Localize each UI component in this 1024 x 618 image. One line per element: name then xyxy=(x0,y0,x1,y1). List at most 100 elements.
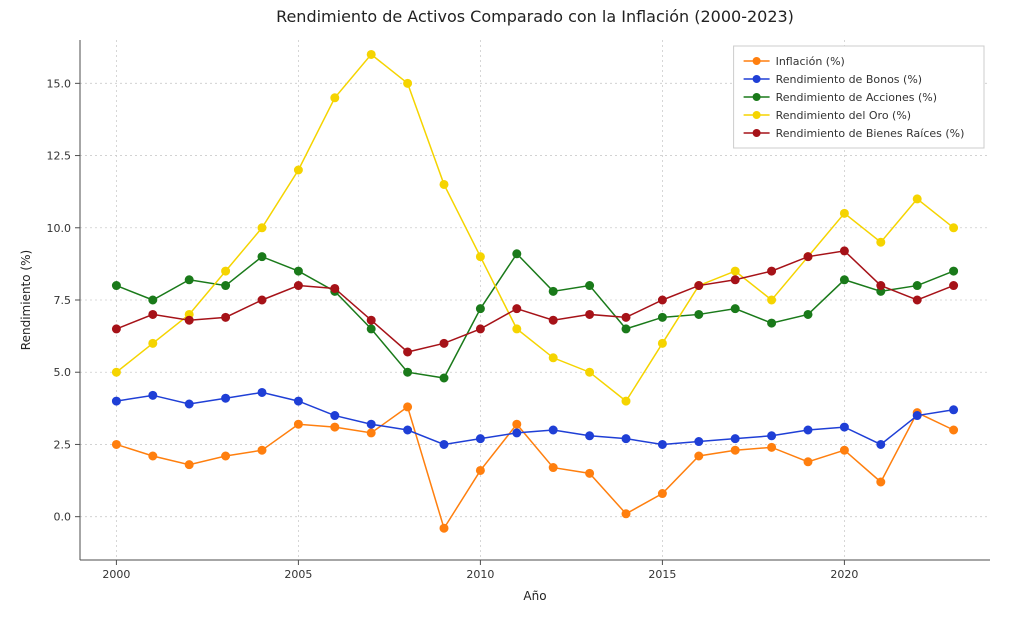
series-marker xyxy=(404,348,412,356)
y-tick-label: 12.5 xyxy=(47,150,72,163)
legend-label: Rendimiento de Bonos (%) xyxy=(776,73,922,86)
series-marker xyxy=(258,388,266,396)
series-marker xyxy=(112,397,120,405)
series-marker xyxy=(440,440,448,448)
series-marker xyxy=(695,282,703,290)
series-marker xyxy=(440,374,448,382)
series-marker xyxy=(367,325,375,333)
series-marker xyxy=(658,490,666,498)
series-marker xyxy=(658,440,666,448)
series-marker xyxy=(222,267,230,275)
series-marker xyxy=(950,406,958,414)
series-marker xyxy=(840,446,848,454)
series-marker xyxy=(149,339,157,347)
legend-swatch-marker xyxy=(753,57,761,65)
series-marker xyxy=(586,310,594,318)
series-marker xyxy=(840,276,848,284)
legend-swatch-marker xyxy=(753,129,761,137)
series-marker xyxy=(731,446,739,454)
series-marker xyxy=(913,195,921,203)
series-marker xyxy=(294,282,302,290)
legend: Inflación (%)Rendimiento de Bonos (%)Ren… xyxy=(734,46,984,148)
series-marker xyxy=(222,313,230,321)
series-marker xyxy=(913,296,921,304)
series-marker xyxy=(586,432,594,440)
series-marker xyxy=(513,305,521,313)
series-marker xyxy=(112,325,120,333)
series-marker xyxy=(513,429,521,437)
series-marker xyxy=(840,423,848,431)
series-marker xyxy=(622,325,630,333)
series-marker xyxy=(877,478,885,486)
series-marker xyxy=(877,282,885,290)
series-marker xyxy=(658,313,666,321)
series-marker xyxy=(258,446,266,454)
series-marker xyxy=(695,452,703,460)
series-marker xyxy=(622,510,630,518)
series-marker xyxy=(768,267,776,275)
series-marker xyxy=(440,524,448,532)
series-marker xyxy=(185,461,193,469)
series-marker xyxy=(549,316,557,324)
series-marker xyxy=(731,305,739,313)
series-marker xyxy=(731,276,739,284)
series-marker xyxy=(331,412,339,420)
series-marker xyxy=(586,469,594,477)
series-marker xyxy=(840,209,848,217)
series-marker xyxy=(294,166,302,174)
x-tick-label: 2000 xyxy=(102,568,130,581)
legend-label: Rendimiento de Bienes Raíces (%) xyxy=(776,127,965,140)
series-marker xyxy=(440,180,448,188)
chart-container: 200020052010201520200.02.55.07.510.012.5… xyxy=(0,0,1024,618)
y-tick-label: 15.0 xyxy=(47,77,72,90)
series-marker xyxy=(658,296,666,304)
series-marker xyxy=(513,420,521,428)
series-marker xyxy=(476,435,484,443)
series-marker xyxy=(294,420,302,428)
legend-swatch-marker xyxy=(753,111,761,119)
series-marker xyxy=(367,316,375,324)
series-marker xyxy=(222,282,230,290)
y-tick-label: 5.0 xyxy=(54,366,72,379)
y-tick-label: 10.0 xyxy=(47,222,72,235)
series-marker xyxy=(258,224,266,232)
series-marker xyxy=(622,435,630,443)
series-marker xyxy=(950,267,958,275)
series-marker xyxy=(222,394,230,402)
x-tick-label: 2015 xyxy=(648,568,676,581)
series-marker xyxy=(840,247,848,255)
series-marker xyxy=(222,452,230,460)
chart-svg: 200020052010201520200.02.55.07.510.012.5… xyxy=(0,0,1024,618)
series-marker xyxy=(731,435,739,443)
series-marker xyxy=(476,305,484,313)
series-marker xyxy=(112,368,120,376)
series-marker xyxy=(768,443,776,451)
series-marker xyxy=(331,284,339,292)
series-marker xyxy=(950,426,958,434)
series-marker xyxy=(476,466,484,474)
series-marker xyxy=(950,282,958,290)
series-marker xyxy=(804,310,812,318)
series-marker xyxy=(476,325,484,333)
series-marker xyxy=(513,250,521,258)
series-marker xyxy=(404,403,412,411)
series-marker xyxy=(294,267,302,275)
series-marker xyxy=(913,282,921,290)
series-marker xyxy=(586,368,594,376)
series-marker xyxy=(149,310,157,318)
series-marker xyxy=(513,325,521,333)
series-marker xyxy=(768,319,776,327)
legend-label: Rendimiento del Oro (%) xyxy=(776,109,911,122)
series-marker xyxy=(622,397,630,405)
y-tick-label: 7.5 xyxy=(54,294,72,307)
series-marker xyxy=(112,282,120,290)
series-marker xyxy=(731,267,739,275)
series-marker xyxy=(695,438,703,446)
series-marker xyxy=(804,458,812,466)
series-marker xyxy=(331,423,339,431)
series-marker xyxy=(877,440,885,448)
series-marker xyxy=(149,391,157,399)
y-tick-label: 0.0 xyxy=(54,511,72,524)
x-tick-label: 2005 xyxy=(284,568,312,581)
x-tick-label: 2010 xyxy=(466,568,494,581)
